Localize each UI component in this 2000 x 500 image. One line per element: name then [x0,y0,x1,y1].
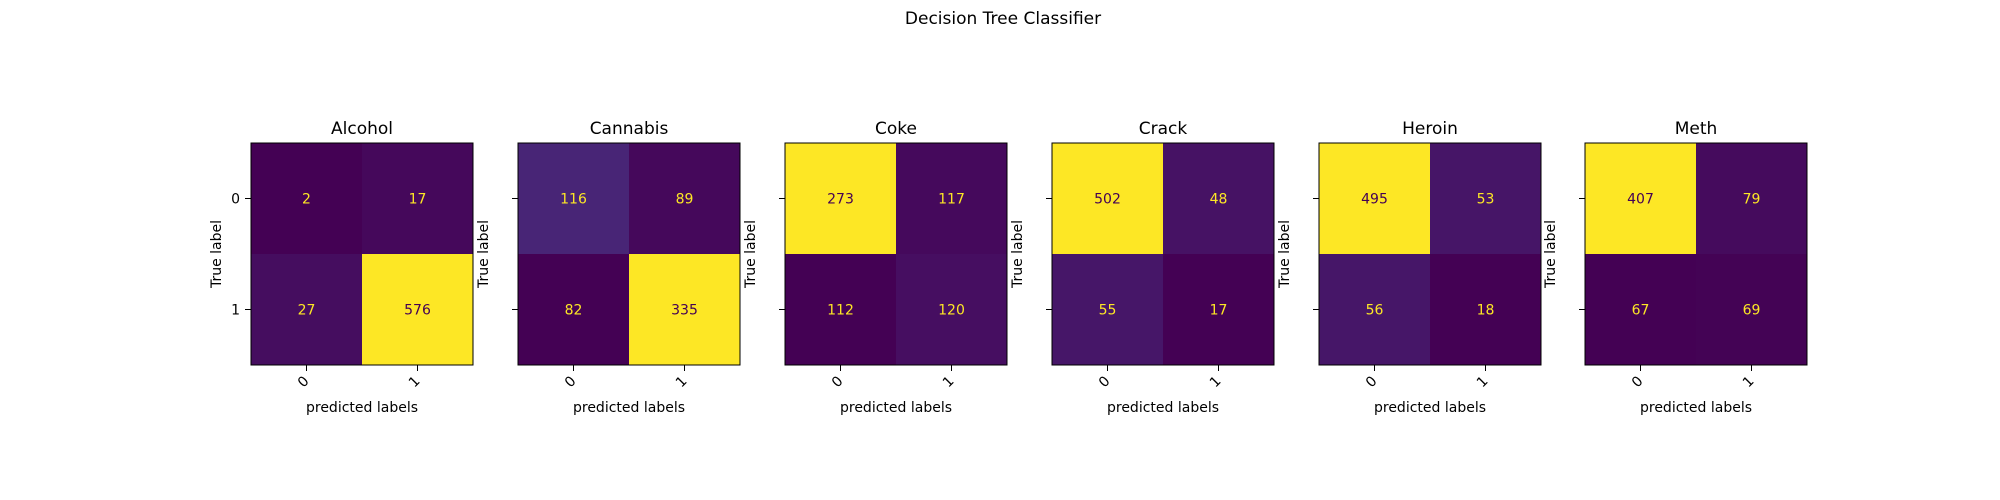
matrix-cell [1585,143,1696,254]
x-axis-label: predicted labels [306,400,418,416]
matrix-cell [629,254,740,365]
y-tick-label: 1 [231,303,240,319]
matrix-cell [518,254,629,365]
y-axis-label: True label [1543,220,1559,289]
matrix-cell [1430,143,1541,254]
y-axis-label: True label [1277,220,1293,289]
matrix-cell [1163,143,1274,254]
matrix-cell [629,143,740,254]
matrix-frame [1051,142,1275,366]
cell-value-label: 79 [1743,192,1761,208]
y-axis-label: True label [209,220,225,289]
cell-value-label: 116 [560,192,587,208]
cell-value-label: 53 [1477,192,1495,208]
matrix-cell [1585,254,1696,365]
cell-value-label: 576 [404,303,431,319]
cell-value-label: 55 [1099,303,1117,319]
matrix-cell [518,143,629,254]
matrix-frame [1584,142,1808,366]
x-axis-label: predicted labels [840,400,952,416]
cell-value-label: 27 [298,303,316,319]
matrix-cell [1052,254,1163,365]
y-axis-label: True label [1010,220,1026,289]
matrix-cell [251,254,362,365]
panel-title: Coke [875,119,917,139]
matrix-frame [250,142,474,366]
x-axis-label: predicted labels [1640,400,1752,416]
panel-title: Alcohol [331,119,393,139]
panel-title: Meth [1675,119,1718,139]
matrix-cell [1696,143,1807,254]
matrix-cell [896,254,1007,365]
cell-value-label: 2 [302,192,311,208]
cell-value-label: 18 [1477,303,1495,319]
matrix-cell [362,254,473,365]
matrix-frame [1318,142,1542,366]
y-axis-label: True label [476,220,492,289]
panel-title: Cannabis [590,119,669,139]
matrix-cell [1430,254,1541,365]
cell-value-label: 82 [565,303,583,319]
panel-title: Crack [1139,119,1188,139]
x-axis-label: predicted labels [1374,400,1486,416]
matrix-cell [1319,143,1430,254]
matrix-cell [896,143,1007,254]
x-axis-label: predicted labels [573,400,685,416]
matrix-frame [517,142,741,366]
figure-title: Decision Tree Classifier [905,9,1101,29]
x-axis-label: predicted labels [1107,400,1219,416]
matrix-cell [251,143,362,254]
matrix-cell [1163,254,1274,365]
panel-title: Heroin [1402,119,1458,139]
cell-value-label: 112 [827,303,854,319]
cell-value-label: 48 [1210,192,1228,208]
cell-value-label: 17 [409,192,427,208]
cell-value-label: 69 [1743,303,1761,319]
cell-value-label: 117 [938,192,965,208]
cell-value-label: 56 [1366,303,1384,319]
cell-value-label: 67 [1632,303,1650,319]
matrix-frame [784,142,1008,366]
cell-value-label: 335 [671,303,698,319]
matrix-cell [785,254,896,365]
cell-value-label: 502 [1094,192,1121,208]
matrix-cell [1696,254,1807,365]
cell-value-label: 17 [1210,303,1228,319]
matrix-cell [362,143,473,254]
matrix-cell [1052,143,1163,254]
y-tick-label: 0 [231,192,240,208]
cell-value-label: 495 [1361,192,1388,208]
y-axis-label: True label [743,220,759,289]
cell-value-label: 273 [827,192,854,208]
cell-value-label: 407 [1627,192,1654,208]
matrix-cell [1319,254,1430,365]
matrix-cell [785,143,896,254]
cell-value-label: 120 [938,303,965,319]
cell-value-label: 89 [676,192,694,208]
